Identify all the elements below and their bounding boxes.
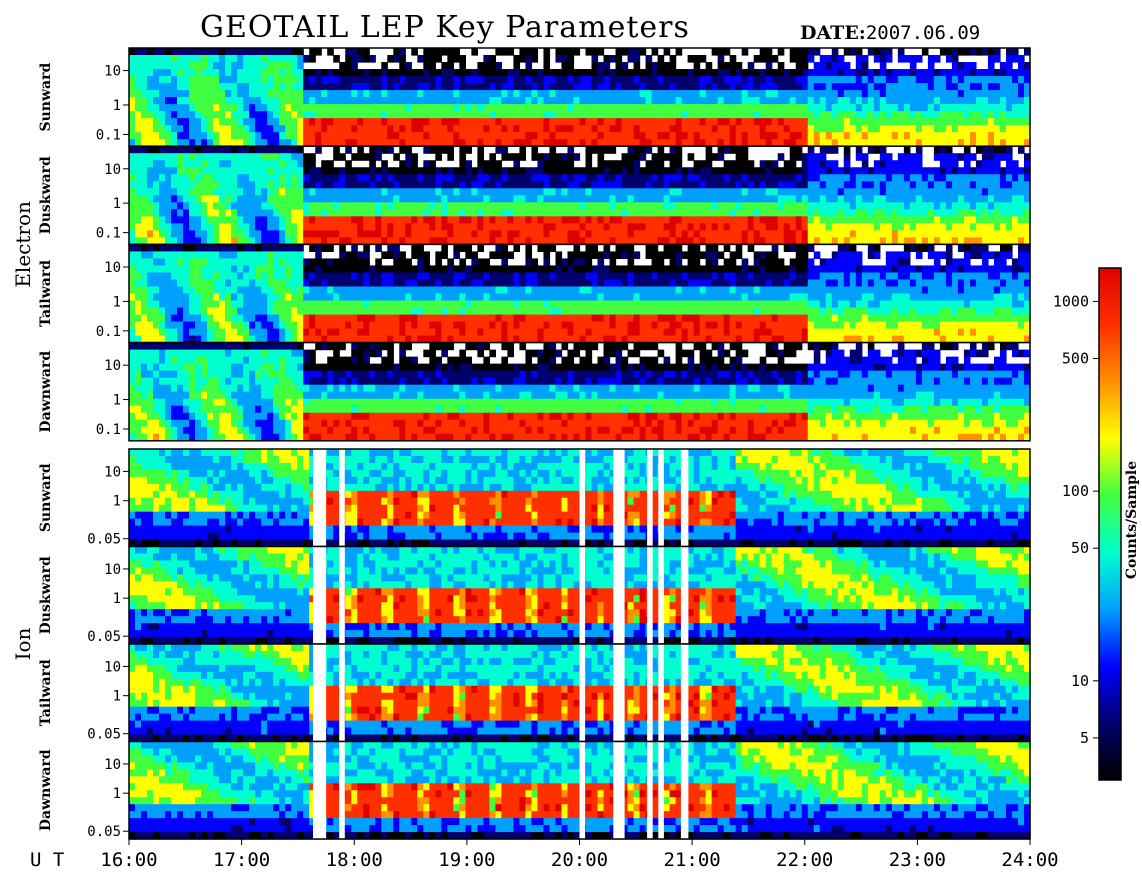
y-tick-label: 1 — [113, 786, 121, 802]
x-axis-prefix-label: U T — [30, 849, 64, 871]
y-tick-label: 10 — [104, 64, 121, 80]
data-gap — [647, 546, 653, 644]
y-tick-label: 0.05 — [87, 824, 121, 840]
data-gap — [658, 644, 664, 742]
y-tick-label: 0.1 — [96, 127, 121, 143]
group-label-ion: Ion — [11, 627, 35, 660]
panel-label: Tailward — [38, 260, 54, 327]
panel-ion-dawnward: 10 1 0.05 Dawnward — [38, 740, 1031, 840]
data-gap — [613, 741, 625, 839]
data-gap — [339, 644, 345, 742]
y-tick-label: 10 — [104, 757, 121, 773]
y-tick-label: 10 — [104, 464, 121, 480]
data-gap — [680, 449, 689, 547]
x-tick-label: 17:00 — [213, 849, 270, 871]
date-value: 2007.06.09 — [865, 22, 981, 44]
plot-date: DATE:2007.06.09 — [800, 22, 980, 44]
data-gap — [313, 644, 327, 742]
y-tick-label: 0.05 — [87, 532, 121, 548]
date-label: DATE: — [800, 22, 866, 44]
data-gap — [613, 546, 625, 644]
y-tick-label: 0.1 — [96, 422, 121, 438]
colorbar-gradient — [1098, 267, 1122, 781]
colorbar-label: Counts/Sample — [1124, 461, 1140, 579]
data-gap — [313, 546, 327, 644]
data-gap — [680, 644, 689, 742]
data-gap — [613, 449, 625, 547]
y-tick-label: 10 — [104, 659, 121, 675]
data-gap — [680, 741, 689, 839]
x-tick-label: 24:00 — [1001, 849, 1058, 871]
y-tick-label: 1 — [113, 196, 121, 212]
x-tick-label: 21:00 — [664, 849, 721, 871]
data-gap — [680, 546, 689, 644]
panel-label: Sunward — [38, 463, 54, 532]
panel-label: Tailward — [38, 659, 54, 726]
panel-ion-tailward: 10 1 0.05 Tailward — [38, 643, 1031, 743]
panel-ion-duskward: 10 1 0.05 Duskward — [38, 545, 1031, 645]
data-gap — [579, 546, 586, 644]
y-tick-label: 10 — [104, 358, 121, 374]
panel-label: Dawnward — [38, 351, 54, 433]
x-tick-label: 19:00 — [438, 849, 495, 871]
panel-electron-dawnward: 10 1 0.1 Dawnward — [38, 341, 1031, 442]
panel-electron-sunward: 10 1 0.1 Sunward — [38, 47, 1031, 147]
axis-labels: Electron Ion 16:00 17:00 18:00 19:00 20:00 21:0… — [11, 201, 1059, 871]
y-tick-label: 10 — [104, 260, 121, 276]
data-gap — [313, 449, 327, 547]
y-tick-label: 10 — [104, 562, 121, 578]
colorbar-tick-label: 50 — [1071, 539, 1089, 557]
y-tick-label: 1 — [113, 98, 121, 114]
y-tick-label: 0.1 — [96, 226, 121, 242]
panel-label: Dawnward — [38, 749, 54, 831]
group-label-electron: Electron — [11, 201, 35, 288]
y-tick-label: 1 — [113, 591, 121, 607]
y-tick-label: 0.05 — [87, 727, 121, 743]
data-gap — [313, 741, 327, 839]
x-tick-label: 22:00 — [776, 849, 833, 871]
colorbar-tick-label: 1000 — [1053, 292, 1089, 310]
x-tick-label: 18:00 — [326, 849, 383, 871]
panel-frame — [128, 341, 1031, 442]
y-tick-label: 1 — [113, 494, 121, 510]
panel-electron-duskward: 10 1 0.1 Duskward — [38, 145, 1031, 246]
data-gap — [339, 741, 345, 839]
y-tick-label: 0.05 — [87, 629, 121, 645]
y-tick-label: 1 — [113, 393, 121, 409]
colorbar-tick-label: 10 — [1071, 672, 1089, 690]
data-gap — [658, 546, 664, 644]
colorbar-tick-label: 100 — [1062, 482, 1089, 500]
colorbar-tick-label: 5 — [1080, 729, 1089, 747]
data-gap — [647, 644, 653, 742]
y-tick-label: 0.1 — [96, 324, 121, 340]
y-tick-label: 1 — [113, 689, 121, 705]
colorbar-tick-label: 500 — [1062, 350, 1089, 368]
data-gap — [647, 741, 653, 839]
panel-ion-sunward: 10 1 0.05 Sunward — [38, 448, 1031, 548]
x-tick-label: 16:00 — [100, 849, 157, 871]
data-gap — [613, 644, 625, 742]
data-gap — [658, 741, 664, 839]
y-tick-label: 1 — [113, 294, 121, 310]
data-gap — [579, 449, 586, 547]
data-gap — [658, 449, 664, 547]
data-gap — [579, 644, 586, 742]
x-tick-label: 20:00 — [551, 849, 608, 871]
data-gap — [647, 449, 653, 547]
panel-label: Duskward — [38, 156, 54, 234]
data-gap — [339, 546, 345, 644]
colorbar: 1000 500 100 50 10 5 Counts/Sample — [1053, 267, 1140, 781]
y-tick-label: 10 — [104, 162, 121, 178]
panel-label: Duskward — [38, 556, 54, 634]
plot-title: GEOTAIL LEP Key Parameters — [200, 10, 690, 45]
x-tick-label: 23:00 — [889, 849, 946, 871]
panel-electron-tailward: 10 1 0.1 Tailward — [38, 243, 1031, 344]
data-gap — [579, 741, 586, 839]
data-gap — [339, 449, 345, 547]
spectrogram-panels: 10 1 0.1 Sunward 10 1 0.1 Duskward 10 1 0.1 Tailwar… — [38, 47, 1031, 840]
panel-label: Sunward — [38, 63, 54, 132]
